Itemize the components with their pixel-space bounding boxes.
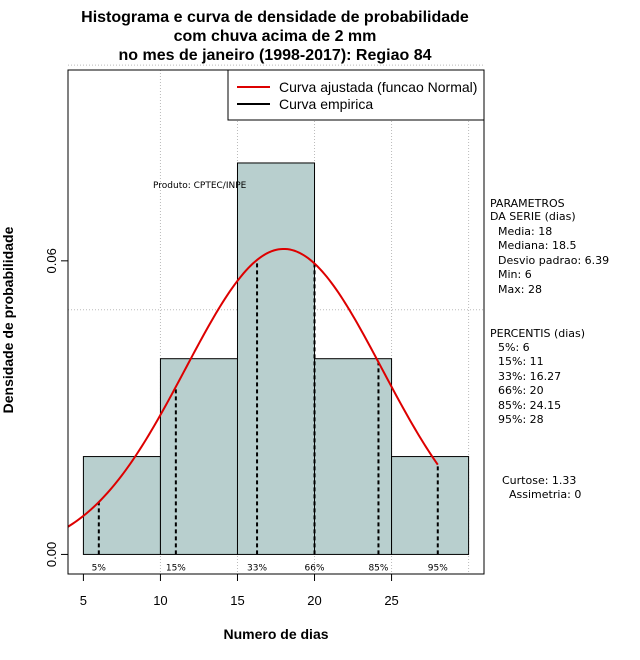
x-axis: 5 10 15 20 25: [80, 573, 399, 608]
legend-label-empirical: Curva empirica: [279, 96, 373, 112]
percentil-85: 85%: 24.15: [498, 399, 561, 412]
percentis-title: PERCENTIS (dias): [490, 327, 585, 340]
title-line-2: com chuva acima de 2 mm: [174, 28, 377, 45]
normal-curve-line: [67, 247, 439, 528]
percentile-label-0: 5%: [92, 563, 107, 573]
chart-title: Histograma e curva de densidade de proba…: [81, 9, 469, 64]
histogram-bars: [82, 162, 470, 555]
x-tick-label-3: 20: [307, 593, 321, 608]
legend-label-fitted: Curva ajustada (funcao Normal): [279, 79, 477, 95]
legend: Curva ajustada (funcao Normal) Curva emp…: [227, 69, 485, 121]
stats-panel: PARAMETROS DA SERIE (dias) Media: 18 Med…: [490, 197, 609, 501]
params-title-2: DA SERIE (dias): [490, 210, 576, 223]
percentile-lines: [97, 259, 439, 555]
assimetria: Assimetria: 0: [509, 488, 581, 501]
percentil-5: 5%: 6: [498, 341, 530, 354]
param-max: Max: 28: [498, 283, 542, 296]
product-credit: Produto: CPTEC/INPE: [153, 181, 247, 191]
histogram-bar-1: [159, 358, 238, 555]
histogram-bar-4: [391, 456, 470, 555]
percentile-label-2: 33%: [247, 563, 267, 573]
params-title-1: PARAMETROS: [490, 197, 565, 210]
x-axis-label: Numero de dias: [223, 626, 328, 642]
param-mediana: Mediana: 18.5: [498, 239, 576, 252]
y-axis: 0.00 0.06: [44, 248, 69, 567]
curtose: Curtose: 1.33: [502, 474, 576, 487]
percentile-labels: 5% 15% 33% 66% 85% 95%: [92, 563, 449, 573]
percentil-15: 15%: 11: [498, 355, 544, 368]
percentil-33: 33%: 16.27: [498, 370, 561, 383]
title-line-1: Histograma e curva de densidade de proba…: [81, 9, 469, 26]
legend-box: [227, 69, 485, 121]
x-tick-label-1: 10: [153, 593, 167, 608]
y-axis-label: Densidade de probabilidade: [0, 226, 16, 413]
percentile-label-5: 95%: [428, 563, 448, 573]
x-tick-label-2: 15: [230, 593, 244, 608]
histogram-bar-3: [314, 358, 393, 555]
x-tick-label-0: 5: [80, 593, 87, 608]
y-tick-label-1: 0.06: [44, 248, 59, 273]
percentile-label-3: 66%: [305, 563, 325, 573]
histogram-bar-2: [236, 162, 316, 555]
title-line-3: no mes de janeiro (1998-2017): Regiao 84: [118, 47, 431, 64]
percentil-95: 95%: 28: [498, 413, 544, 426]
percentile-label-1: 15%: [166, 563, 186, 573]
normal-curve: [67, 247, 439, 528]
param-desvio: Desvio padrao: 6.39: [498, 254, 609, 267]
percentil-66: 66%: 20: [498, 384, 544, 397]
param-min: Min: 6: [498, 268, 532, 281]
x-tick-label-4: 25: [384, 593, 398, 608]
param-media: Media: 18: [498, 225, 552, 238]
percentile-label-4: 85%: [368, 563, 388, 573]
y-tick-label-0: 0.00: [44, 542, 59, 567]
